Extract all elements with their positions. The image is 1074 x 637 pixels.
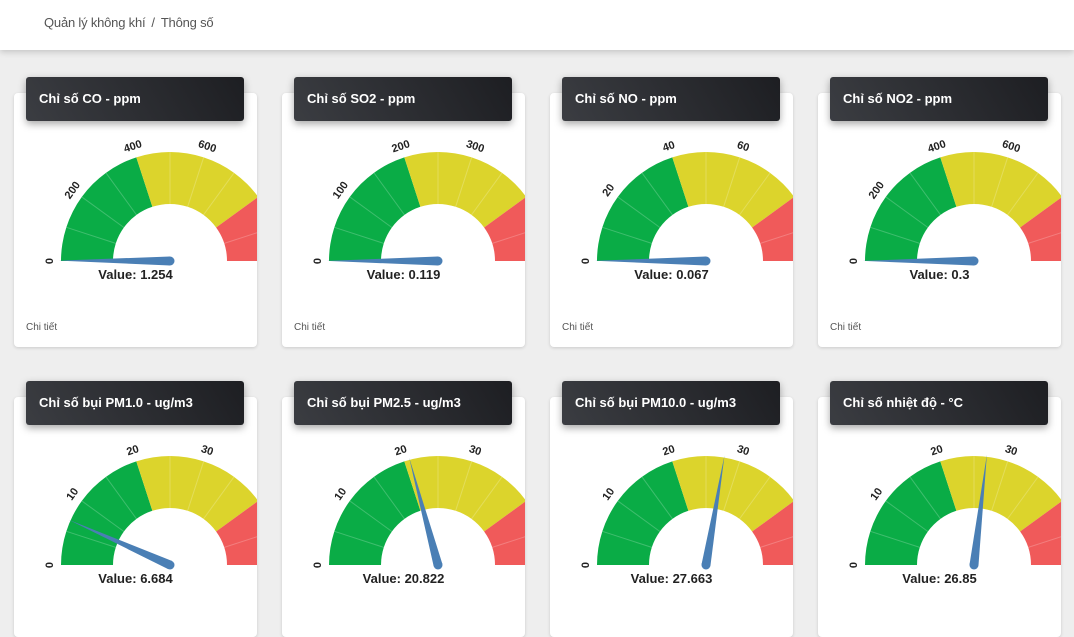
gauge-value-prefix: Value: (367, 267, 409, 282)
gauge-card: Chỉ số nhiệt độ - °C01020304050Value: 26… (818, 397, 1061, 637)
gauge-needle-hub (434, 561, 443, 570)
gauge-tick-label: 10 (600, 486, 617, 503)
gauge-needle-hub (166, 561, 175, 570)
gauge-tick-label: 20 (661, 443, 676, 458)
gauge-chart: 0100200300400500 (282, 93, 525, 333)
gauge-value: Value: 0.067 (550, 267, 793, 282)
gauge-value-prefix: Value: (363, 571, 405, 586)
gauge-tick-label: 600 (1001, 138, 1022, 155)
gauge-value-prefix: Value: (98, 267, 140, 282)
gauge-tick-label: 200 (63, 179, 83, 201)
gauge-needle-hub (702, 257, 711, 266)
gauge-value: Value: 20.822 (282, 571, 525, 586)
gauge-tick-label: 20 (929, 443, 944, 458)
gauge-band-green (329, 461, 420, 565)
gauge-card: Chỉ số bụi PM10.0 - ug/m301020304050Valu… (550, 397, 793, 637)
gauge-band-green (597, 157, 688, 261)
gauge-chart: 01020304050 (818, 397, 1061, 637)
gauge-value-number: 26.85 (944, 571, 977, 586)
detail-link[interactable]: Chi tiết (26, 322, 57, 333)
gauge-card: Chỉ số bụi PM1.0 - ug/m301020304050Value… (14, 397, 257, 637)
gauge-needle-hub (970, 561, 979, 570)
gauge-card: Chỉ số NO2 - ppm02004006008001000Value: … (818, 93, 1061, 347)
gauge-tick-label: 30 (735, 443, 750, 458)
gauge-value-number: 0.067 (676, 267, 709, 282)
gauge-value-prefix: Value: (631, 571, 673, 586)
gauge-tick-label: 300 (465, 138, 486, 155)
gauge-tick-label: 200 (867, 179, 887, 201)
gauge-tick-label: 30 (199, 443, 214, 458)
gauge-tick-label: 10 (332, 486, 349, 503)
gauge-band-green (865, 157, 956, 261)
gauge-tick-label: 20 (600, 182, 617, 199)
gauge-value-number: 20.822 (405, 571, 445, 586)
gauge-value-prefix: Value: (634, 267, 676, 282)
gauge-needle-hub (702, 561, 711, 570)
gauge-tick-label: 200 (390, 138, 411, 155)
gauge-value: Value: 26.85 (818, 571, 1061, 586)
breadcrumb-separator: / (151, 15, 154, 30)
gauge-tick-label: 20 (393, 443, 408, 458)
gauge-value: Value: 0.119 (282, 267, 525, 282)
gauge-value: Value: 0.3 (818, 267, 1061, 282)
gauge-chart: 020406080100 (550, 93, 793, 333)
gauge-tick-label: 10 (868, 486, 885, 503)
gauge-tick-label: 0 (312, 258, 324, 264)
gauge-band-green (329, 157, 420, 261)
gauge-tick-label: 0 (312, 562, 324, 568)
gauge-tick-label: 0 (580, 258, 592, 264)
top-bar: Quản lý không khí / Thông số (0, 0, 1074, 50)
gauge-value-prefix: Value: (98, 571, 140, 586)
gauge-tick-label: 0 (848, 562, 860, 568)
gauge-card: Chỉ số CO - ppm02004006008001000Value: 1… (14, 93, 257, 347)
gauge-chart: 02004006008001000 (818, 93, 1061, 333)
gauge-tick-label: 10 (64, 486, 81, 503)
gauge-needle-hub (166, 257, 175, 266)
gauge-tick-label: 60 (735, 139, 750, 154)
breadcrumb-current: Thông số (161, 15, 214, 30)
gauge-value: Value: 1.254 (14, 267, 257, 282)
gauge-band-green (865, 461, 956, 565)
gauge-tick-label: 30 (1003, 443, 1018, 458)
gauge-tick-label: 0 (580, 562, 592, 568)
gauge-tick-label: 0 (44, 258, 56, 264)
gauge-card: Chỉ số NO - ppm020406080100Value: 0.067C… (550, 93, 793, 347)
gauge-value-number: 0.119 (409, 267, 441, 282)
gauge-tick-label: 30 (467, 443, 482, 458)
gauge-tick-label: 0 (848, 258, 860, 264)
gauge-tick-label: 600 (197, 138, 218, 155)
gauge-card: Chỉ số bụi PM2.5 - ug/m301020304050Value… (282, 397, 525, 637)
gauge-band-green (61, 157, 152, 261)
gauge-chart: 02004006008001000 (14, 93, 257, 333)
gauge-value: Value: 6.684 (14, 571, 257, 586)
breadcrumb: Quản lý không khí / Thông số (44, 15, 213, 30)
detail-link[interactable]: Chi tiết (294, 322, 325, 333)
gauge-chart: 01020304050 (282, 397, 525, 637)
gauge-card: Chỉ số SO2 - ppm0100200300400500Value: 0… (282, 93, 525, 347)
gauge-tick-label: 40 (661, 139, 676, 154)
gauge-tick-label: 400 (122, 138, 143, 155)
gauge-tick-label: 0 (44, 562, 56, 568)
gauge-value-number: 6.684 (140, 571, 173, 586)
detail-link[interactable]: Chi tiết (562, 322, 593, 333)
gauge-value: Value: 27.663 (550, 571, 793, 586)
breadcrumb-parent[interactable]: Quản lý không khí (44, 15, 145, 30)
gauge-chart: 01020304050 (14, 397, 257, 637)
gauge-tick-label: 20 (125, 443, 140, 458)
gauge-value-number: 27.663 (673, 571, 713, 586)
detail-link[interactable]: Chi tiết (830, 322, 861, 333)
gauge-band-green (597, 461, 688, 565)
gauge-value-number: 1.254 (140, 267, 173, 282)
gauge-needle-hub (434, 257, 443, 266)
gauge-tick-label: 400 (926, 138, 947, 155)
gauge-chart: 01020304050 (550, 397, 793, 637)
gauge-tick-label: 100 (331, 179, 351, 201)
gauge-value-number: 0.3 (951, 267, 969, 282)
gauge-needle-hub (970, 257, 979, 266)
gauge-value-prefix: Value: (910, 267, 952, 282)
gauge-value-prefix: Value: (902, 571, 944, 586)
